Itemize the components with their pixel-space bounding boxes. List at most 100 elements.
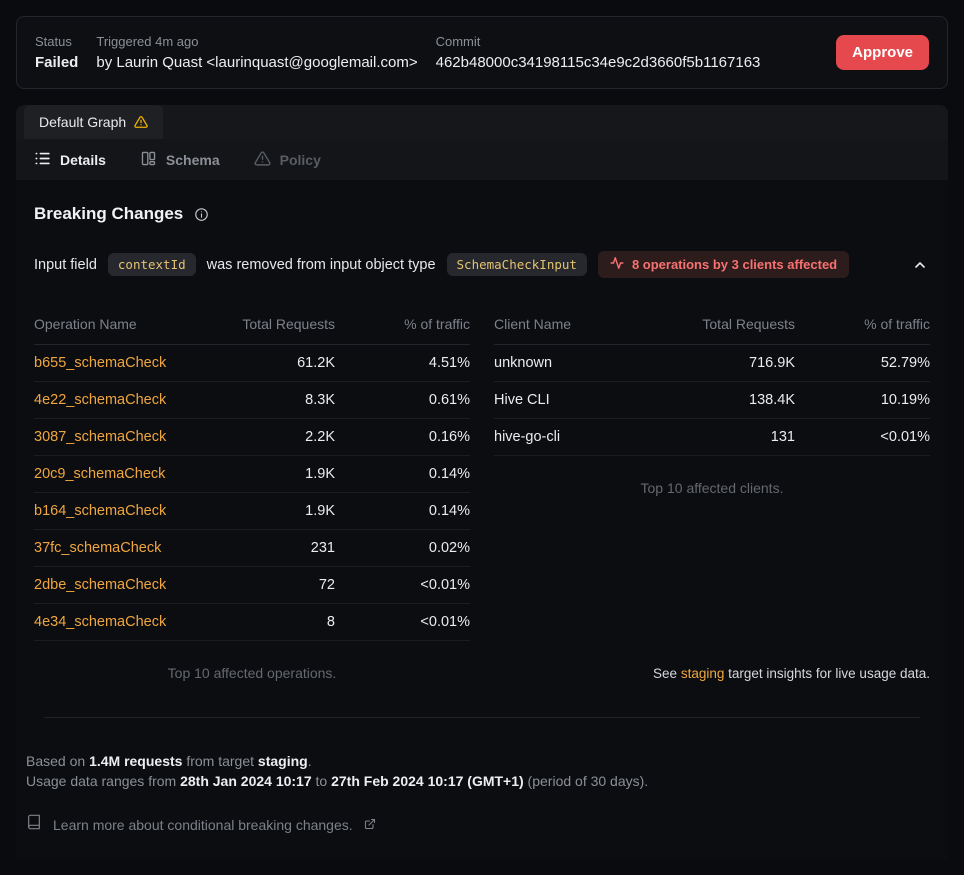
traffic-value: 0.61% [428, 392, 470, 408]
tab-policy-label: Policy [279, 151, 321, 168]
range-end: 27th Feb 2024 10:17 (GMT+1) [331, 773, 524, 789]
table-row: b655_schemaCheck 61.2K 4.51% [34, 345, 470, 382]
traffic-value: <0.01% [420, 577, 470, 593]
requests-value: 2.2K [305, 429, 335, 445]
traffic-value: 0.16% [428, 429, 470, 445]
triggered-value: by Laurin Quast <laurinquast@googlemail.… [96, 54, 418, 71]
type-code-chip: SchemaCheckInput [446, 253, 587, 276]
table-row: hive-go-cli 131 <0.01% [494, 419, 930, 456]
commit-group: Commit 462b48000c34198115c34e9c2d3660f5b… [436, 34, 761, 71]
impact-badge: 8 operations by 3 clients affected [597, 251, 850, 278]
col-client-name: Client Name [494, 316, 572, 332]
operations-table-header: Operation Name Total Requests % of traff… [34, 306, 470, 345]
external-link-icon [364, 815, 376, 835]
status-value: Failed [35, 54, 79, 71]
schema-columns-icon [140, 150, 157, 170]
breaking-change-row[interactable]: Input field contextId was removed from i… [34, 251, 930, 278]
graph-tab-strip: Default Graph [16, 105, 948, 139]
insights-note-suffix: target insights for live usage data. [724, 666, 930, 681]
book-icon [26, 814, 42, 835]
change-text-prefix: Input field [34, 256, 97, 273]
tab-schema[interactable]: Schema [140, 150, 220, 170]
warning-triangle-icon [134, 115, 148, 129]
requests-value: 716.9K [749, 355, 795, 371]
footer-text: . [307, 753, 312, 769]
requests-value: 8.3K [305, 392, 335, 408]
tab-default-graph[interactable]: Default Graph [24, 105, 164, 139]
clients-table-caption: Top 10 affected clients. [640, 480, 784, 496]
traffic-value: <0.01% [420, 614, 470, 630]
requests-value: 72 [318, 577, 335, 593]
chevron-up-icon[interactable] [910, 255, 930, 275]
traffic-value: 52.79% [880, 355, 930, 371]
insights-note-prefix: See [653, 666, 681, 681]
range-start: 28th Jan 2024 10:17 [180, 773, 312, 789]
requests-value: 1.9K [305, 466, 335, 482]
operation-link[interactable]: 2dbe_schemaCheck [34, 577, 167, 593]
tab-details[interactable]: Details [34, 150, 106, 170]
traffic-value: 0.02% [428, 540, 470, 556]
approve-button[interactable]: Approve [836, 35, 929, 70]
requests-value: 138.4K [749, 392, 795, 408]
tab-details-label: Details [60, 151, 106, 168]
tab-policy[interactable]: Policy [254, 150, 321, 170]
traffic-value: 0.14% [428, 503, 470, 519]
info-icon[interactable] [194, 207, 209, 222]
table-row: 37fc_schemaCheck 231 0.02% [34, 530, 470, 567]
usage-footer: Based on 1.4M requests from target stagi… [16, 718, 948, 835]
traffic-value: <0.01% [880, 429, 930, 445]
requests-value: 231 [310, 540, 335, 556]
table-row: 3087_schemaCheck 2.2K 0.16% [34, 419, 470, 456]
col-total-requests: Total Requests [242, 316, 335, 332]
learn-more-label: Learn more about conditional breaking ch… [53, 816, 353, 833]
schema-check-card: Default Graph Details [16, 105, 948, 859]
requests-total: 1.4M requests [89, 753, 183, 769]
operation-link[interactable]: b164_schemaCheck [34, 503, 167, 519]
traffic-value: 10.19% [880, 392, 930, 408]
clients-table-header: Client Name Total Requests % of traffic [494, 306, 930, 345]
footer-line-1: Based on 1.4M requests from target stagi… [26, 751, 938, 771]
footer-text: (period of 30 days). [523, 773, 649, 789]
col-pct-traffic: % of traffic [864, 316, 930, 332]
details-content: Breaking Changes Input field contextId w… [16, 180, 948, 718]
tab-schema-label: Schema [165, 151, 220, 168]
operation-link[interactable]: 37fc_schemaCheck [34, 540, 162, 556]
requests-value: 61.2K [297, 355, 335, 371]
footer-text: from target [182, 753, 258, 769]
operation-link[interactable]: 4e22_schemaCheck [34, 392, 167, 408]
status-label: Status [35, 34, 72, 49]
table-row: 20c9_schemaCheck 1.9K 0.14% [34, 456, 470, 493]
col-pct-traffic: % of traffic [404, 316, 470, 332]
triggered-group: Triggered 4m ago by Laurin Quast <laurin… [96, 34, 417, 71]
operation-link[interactable]: b655_schemaCheck [34, 355, 167, 371]
target-name: staging [257, 753, 308, 769]
operations-table-caption: Top 10 affected operations. [167, 665, 337, 681]
operations-table: Operation Name Total Requests % of traff… [34, 306, 470, 681]
alert-triangle-icon [254, 150, 271, 170]
check-header-card: Status Failed Triggered 4m ago by Laurin… [16, 16, 948, 89]
triggered-label: Triggered 4m ago [96, 34, 199, 49]
col-operation-name: Operation Name [34, 316, 137, 332]
change-text-middle: was removed from input object type [206, 256, 436, 273]
list-icon [34, 150, 51, 170]
activity-pulse-icon [610, 256, 624, 273]
footer-text: Usage data ranges from [26, 773, 181, 789]
commit-value: 462b48000c34198115c34e9c2d3660f5b1167163 [435, 54, 761, 71]
field-code-chip: contextId [107, 253, 196, 276]
footer-text: to [311, 773, 332, 789]
traffic-value: 4.51% [428, 355, 470, 371]
client-name: Hive CLI [494, 392, 550, 408]
footer-line-2: Usage data ranges from 28th Jan 2024 10:… [26, 771, 938, 791]
operation-link[interactable]: 20c9_schemaCheck [34, 466, 166, 482]
operation-link[interactable]: 4e34_schemaCheck [34, 614, 167, 630]
learn-more-link[interactable]: Learn more about conditional breaking ch… [26, 814, 938, 835]
client-name: hive-go-cli [494, 429, 561, 445]
requests-value: 1.9K [305, 503, 335, 519]
footer-text: Based on [26, 753, 90, 769]
operation-link[interactable]: 3087_schemaCheck [34, 429, 167, 445]
staging-target-link[interactable]: staging [680, 666, 725, 681]
traffic-value: 0.14% [428, 466, 470, 482]
insights-note: See staging target insights for live usa… [494, 642, 930, 681]
footer-divider [44, 717, 920, 718]
commit-label: Commit [435, 34, 481, 49]
